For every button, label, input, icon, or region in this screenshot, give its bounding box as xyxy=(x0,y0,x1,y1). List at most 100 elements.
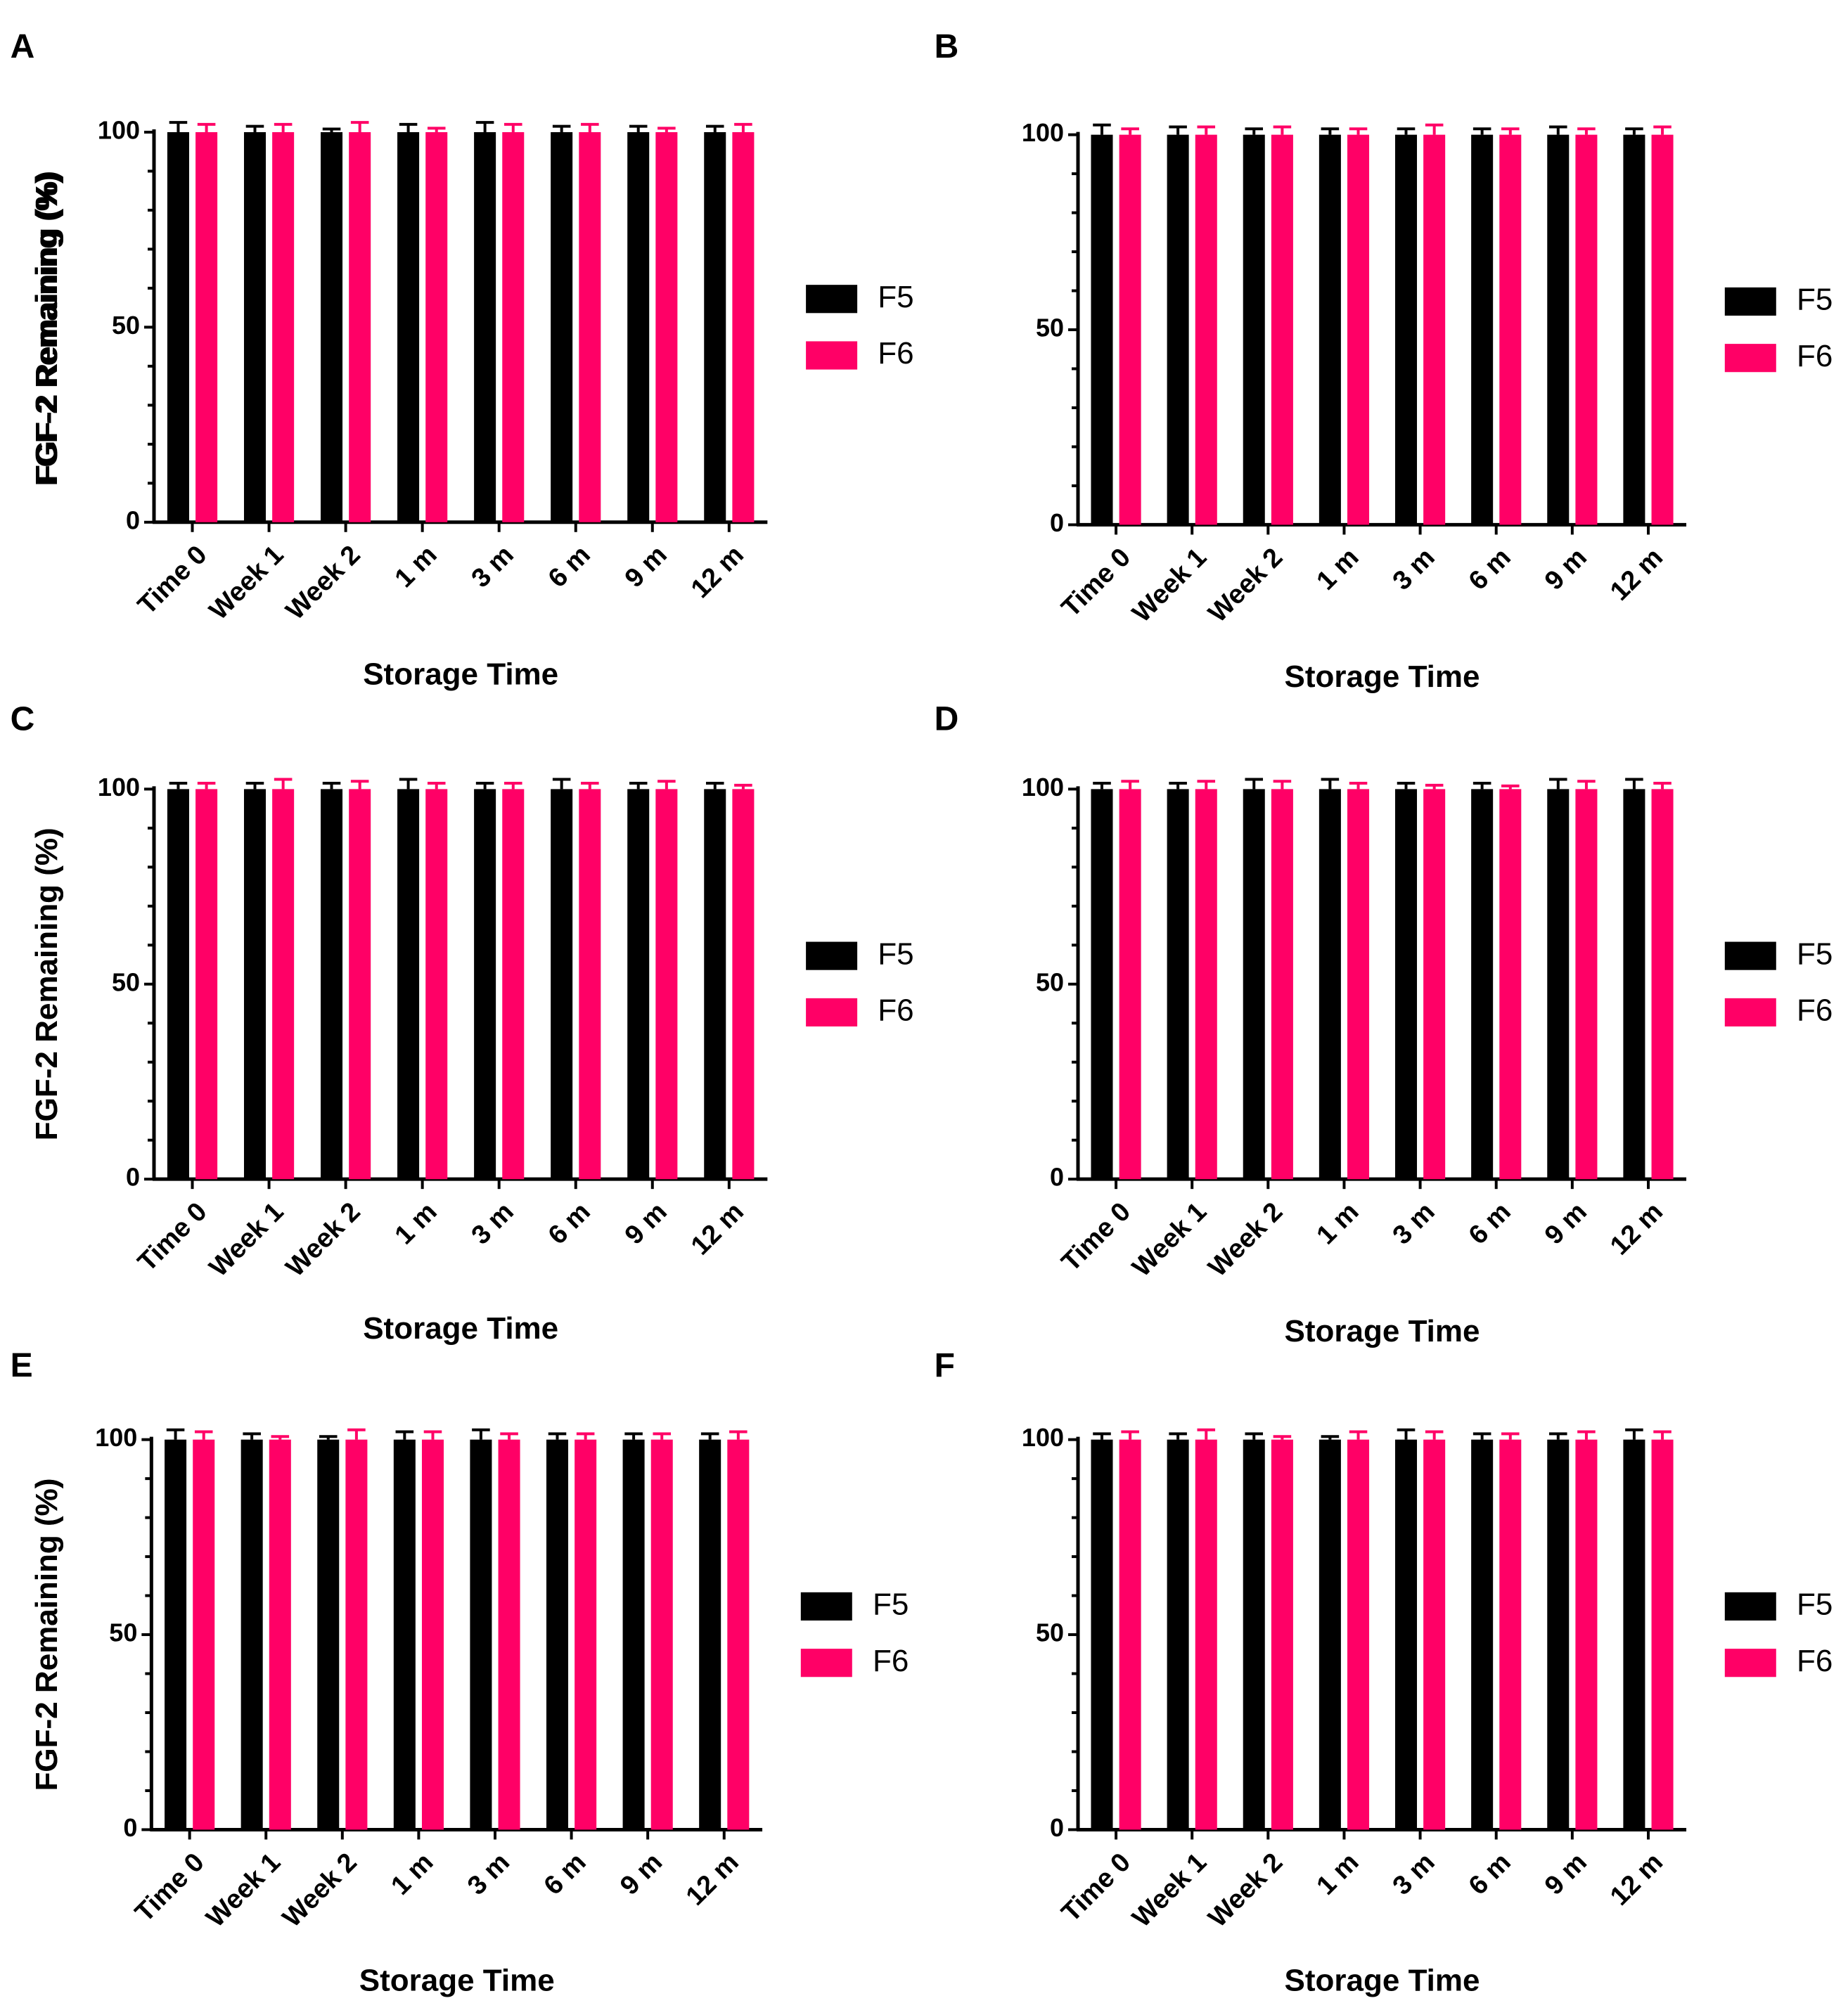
bar-f5 xyxy=(1395,134,1418,525)
bar-f6 xyxy=(502,789,525,1180)
x-tick-label: Week 1 xyxy=(1127,1848,1212,1933)
x-tick-label: Time 0 xyxy=(1056,1848,1136,1928)
bar-f6 xyxy=(1423,789,1446,1180)
bar-f6 xyxy=(1575,134,1598,525)
bar-f5 xyxy=(1318,134,1341,525)
bar-f6 xyxy=(1423,134,1446,525)
bar-f6 xyxy=(193,1439,215,1830)
y-tick-label: 100 xyxy=(1022,1423,1064,1452)
legend-label-f5: F5 xyxy=(1797,936,1833,971)
x-tick-label: 3 m xyxy=(466,540,520,593)
bar-f6 xyxy=(579,789,601,1180)
y-tick-label: 100 xyxy=(1022,118,1064,147)
x-tick-label: 6 m xyxy=(539,1848,592,1901)
bar-f6 xyxy=(272,789,295,1180)
bar-f5 xyxy=(1243,789,1265,1180)
legend-swatch-f5 xyxy=(1724,941,1776,970)
bar-f5 xyxy=(1091,789,1113,1180)
x-tick-label: 9 m xyxy=(1539,1848,1593,1901)
bar-f6 xyxy=(1499,134,1522,525)
y-tick-label: 100 xyxy=(98,773,140,801)
bar-f5 xyxy=(699,1439,721,1830)
bar-f6 xyxy=(655,789,678,1180)
x-tick-label: Week 2 xyxy=(1203,1848,1289,1933)
bar-f5 xyxy=(551,789,573,1180)
x-axis-title: Storage Time xyxy=(1285,1963,1480,1997)
bar-f5 xyxy=(243,789,267,1180)
x-tick-label: Week 1 xyxy=(204,540,290,626)
bar-f6 xyxy=(1347,134,1370,525)
legend-label-f5: F5 xyxy=(1797,1587,1833,1622)
bar-f6 xyxy=(655,131,678,522)
x-tick-label: 6 m xyxy=(543,540,596,593)
bar-f6 xyxy=(425,131,448,522)
y-axis-title: FGF-2 Remaining (%) xyxy=(30,827,64,1140)
bar-f5 xyxy=(240,1439,263,1830)
x-tick-label: 3 m xyxy=(1387,1848,1441,1901)
bar-f5 xyxy=(1471,1439,1494,1830)
y-tick-label: 100 xyxy=(95,1423,137,1452)
bar-f5 xyxy=(1167,1439,1189,1830)
x-tick-label: 6 m xyxy=(1463,1197,1517,1251)
y-tick-label: 0 xyxy=(126,505,140,534)
bar-f5 xyxy=(1395,1439,1418,1830)
x-tick-label: Time 0 xyxy=(132,540,212,620)
legend-swatch-f6 xyxy=(1724,1649,1776,1677)
legend-swatch-f6 xyxy=(800,1649,852,1677)
x-tick-label: 6 m xyxy=(1463,543,1517,596)
legend-label-f6: F6 xyxy=(1797,993,1833,1028)
x-tick-label: Week 1 xyxy=(1127,1197,1212,1283)
bar-f6 xyxy=(1575,789,1598,1180)
bar-f5 xyxy=(1471,134,1494,525)
panel-letter: E xyxy=(11,1347,33,1384)
bar-f6 xyxy=(1499,1439,1522,1830)
bar-f5 xyxy=(622,1439,645,1830)
bar-f6 xyxy=(349,131,371,522)
x-tick-label: Week 1 xyxy=(1127,543,1212,629)
y-axis-title: FGF-2 Remaining (%) xyxy=(30,1479,64,1791)
legend-label-f5: F5 xyxy=(1797,283,1833,317)
bar-f5 xyxy=(1091,134,1113,525)
bar-f5 xyxy=(167,131,189,522)
bar-f5 xyxy=(393,1439,416,1830)
bar-f6 xyxy=(425,789,448,1180)
legend-swatch-f6 xyxy=(806,998,858,1026)
bar-f6 xyxy=(195,789,218,1180)
x-tick-label: 1 m xyxy=(1311,1848,1364,1901)
x-tick-label: 12 m xyxy=(1605,1197,1669,1261)
y-tick-label: 50 xyxy=(1036,967,1064,996)
bar-f6 xyxy=(1271,1439,1293,1830)
bar-f6 xyxy=(1651,789,1674,1180)
x-tick-label: 1 m xyxy=(385,1848,439,1901)
x-tick-label: 3 m xyxy=(462,1848,515,1901)
x-axis-title: Storage Time xyxy=(359,1963,555,1997)
x-tick-label: Week 2 xyxy=(1203,1197,1289,1283)
x-tick-label: Time 0 xyxy=(129,1848,210,1928)
bar-f6 xyxy=(272,131,295,522)
y-tick-label: 0 xyxy=(126,1163,140,1192)
x-tick-label: 9 m xyxy=(1539,1197,1593,1251)
x-tick-label: 1 m xyxy=(1311,543,1364,596)
bar-f5 xyxy=(474,789,496,1180)
bar-f5 xyxy=(1091,1439,1113,1830)
y-axis-title: FGF-2 Remaining (%) xyxy=(30,1479,64,1791)
bar-f6 xyxy=(1423,1439,1446,1830)
x-tick-label: Week 2 xyxy=(277,1848,363,1933)
bar-f6 xyxy=(269,1439,291,1830)
y-tick-label: 50 xyxy=(1036,1618,1064,1647)
legend-label-f6: F6 xyxy=(873,1644,909,1678)
bar-f6 xyxy=(732,789,755,1180)
bar-f5 xyxy=(321,789,343,1180)
bar-f5 xyxy=(627,131,650,522)
bar-f5 xyxy=(1167,134,1189,525)
bar-f6 xyxy=(1119,134,1141,525)
x-tick-label: Time 0 xyxy=(132,1197,212,1277)
legend-label-f6: F6 xyxy=(878,336,913,371)
x-axis-title: Storage Time xyxy=(363,657,558,691)
y-tick-label: 50 xyxy=(112,967,140,996)
bar-f6 xyxy=(1119,789,1141,1180)
